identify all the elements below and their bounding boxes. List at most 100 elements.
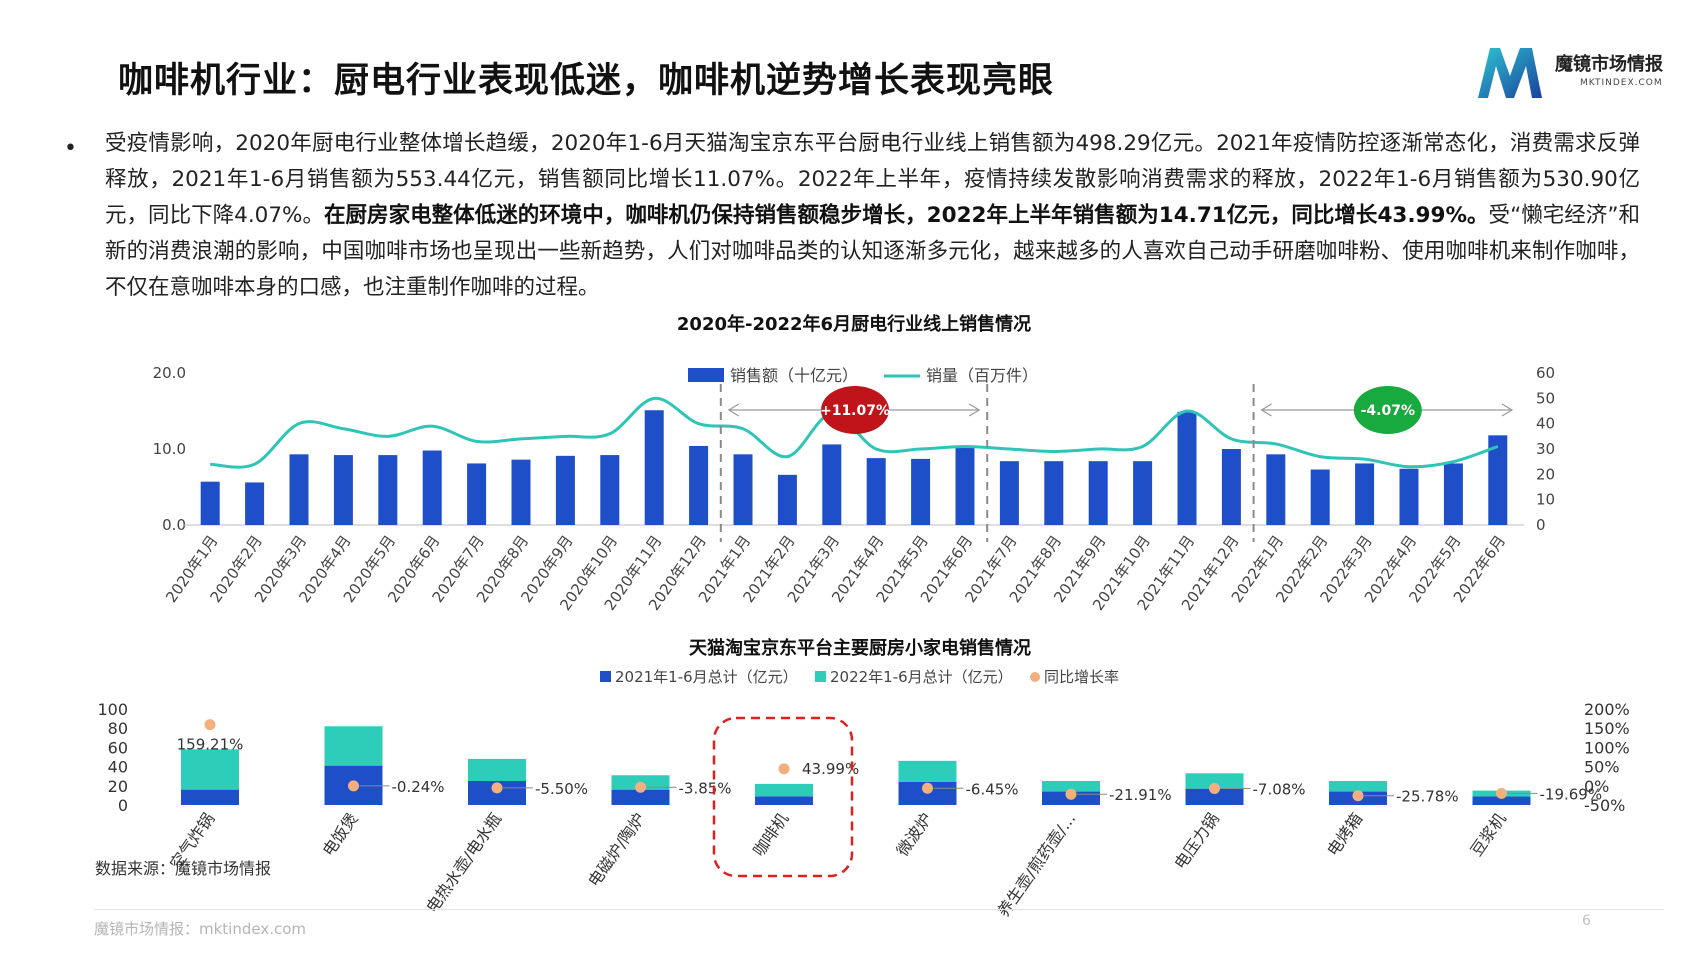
chart1-bar (245, 482, 265, 525)
chart2-growth-dot (1209, 783, 1220, 795)
chart1-title: 2020年-2022年6月厨电行业线上销售情况 (677, 313, 1031, 335)
chart2-growth-dot (922, 782, 933, 794)
chart1-bar (689, 445, 709, 525)
chart2-growth-label: 43.99% (802, 760, 859, 778)
chart2-xtick: 电饭煲 (319, 809, 362, 859)
chart2-bar-2021 (611, 789, 670, 805)
chart1-bar (1310, 469, 1330, 525)
chart2-growth-label: -7.08% (1253, 781, 1306, 799)
footer-divider (94, 909, 1664, 910)
chart2-bar-2022 (1185, 773, 1244, 789)
chart2-growth-dot (348, 780, 359, 792)
chart2-growth-label: -5.50% (535, 780, 588, 798)
page-number: 6 (1582, 913, 1591, 929)
chart2-legend-2022-swatch (815, 671, 826, 682)
chart2-legend-2021-swatch (600, 671, 611, 682)
chart2-ytick-left: 40 (108, 758, 128, 777)
chart2-xtick: 咖啡机 (749, 809, 792, 859)
chart2-xtick: 电热水壶/电水瓶 (422, 809, 505, 916)
brand-logo (1478, 48, 1542, 98)
chart2-ytick-right: 200% (1584, 700, 1630, 719)
chart2-growth-label: -19.69% (1540, 785, 1603, 803)
chart2-bar-2022 (1042, 781, 1100, 792)
chart1-bar (822, 444, 842, 525)
chart2-xtick: 养生壶/煎药壶/... (994, 809, 1080, 920)
chart1-bar (289, 454, 309, 525)
chart2-bar-2021 (1472, 796, 1531, 805)
chart1-bar (422, 450, 442, 525)
chart2-legend-2021-label: 2021年1-6月总计（亿元） (615, 668, 798, 686)
chart2-ytick-left: 20 (108, 777, 128, 796)
chart2-bar-2022 (181, 749, 239, 790)
chart1-legend-bar-label: 销售额（十亿元） (730, 366, 858, 385)
chart1-ytick-left: 0.0 (162, 516, 186, 534)
chart1-ytick-left: 10.0 (153, 440, 186, 458)
chart1-bar (1443, 463, 1463, 525)
chart1-growth-bubble (821, 386, 889, 434)
chart1-bar (999, 461, 1019, 525)
chart2-ytick-right: -50% (1584, 796, 1625, 815)
data-source-note: 数据来源：魔镜市场情报 (95, 859, 271, 878)
chart1-bar (1355, 463, 1375, 525)
chart2-xtick: 电磁炉/陶炉 (584, 809, 649, 890)
chart1-bar (911, 458, 931, 525)
chart2-title: 天猫淘宝京东平台主要厨房小家电销售情况 (689, 637, 1031, 659)
chart1-bar (333, 455, 353, 525)
footer-site: 魔镜市场情报：mktindex.com (94, 920, 307, 938)
chart2-bar-2022 (755, 783, 813, 797)
chart2-growth-label: -0.24% (392, 778, 445, 796)
chart1-growth-bubble (1353, 386, 1422, 434)
brand-name: 魔镜市场情报 (1555, 54, 1663, 75)
chart1-ytick-right: 0 (1536, 516, 1546, 534)
chart2-ytick-right: 50% (1584, 758, 1620, 777)
chart2-bar-2021 (755, 796, 813, 805)
chart1-bar (1044, 461, 1064, 525)
chart2-xtick: 豆浆机 (1467, 809, 1510, 859)
chart2-growth-label: -6.45% (966, 780, 1019, 798)
chart1-arrowhead (727, 403, 740, 417)
chart1-ytick-right: 60 (1536, 364, 1555, 382)
chart2-legend-growth-label: 同比增长率 (1044, 668, 1119, 686)
chart2-growth-label: -3.85% (679, 779, 732, 797)
chart1-ytick-right: 10 (1536, 491, 1555, 509)
chart2-ytick-left: 0 (118, 796, 128, 815)
chart2-xtick: 电烤箱 (1323, 809, 1366, 859)
chart2-ytick-left: 80 (108, 719, 128, 738)
chart2-growth-dot (1352, 790, 1364, 802)
chart1-arrowhead (1260, 403, 1272, 417)
chart1-bar (777, 474, 797, 525)
chart2-bar-2022 (1329, 781, 1387, 792)
chart1-ytick-right: 50 (1536, 389, 1555, 407)
chart1-bar (1221, 449, 1241, 525)
page-title: 咖啡机行业：厨电行业表现低迷，咖啡机逆势增长表现亮眼 (118, 61, 1055, 101)
chart1-ytick-right: 30 (1536, 440, 1555, 458)
chart2-bar-2022 (898, 760, 957, 782)
chart2-growth-dot (1496, 787, 1507, 799)
chart2-growth-dot (778, 763, 790, 775)
chart1-legend-line-label: 销量（百万件） (926, 366, 1038, 385)
intro-bold: 在厨房家电整体低迷的环境中，咖啡机仍保持销售额稳步增长，2022年上半年销售额为… (324, 203, 1489, 228)
chart1-growth-label: +11.07% (820, 403, 890, 419)
chart2-ytick-right: 150% (1584, 719, 1630, 738)
chart2-bar-2022 (468, 758, 526, 781)
chart2-growth-label: 159.21% (177, 736, 244, 754)
chart1-bar (467, 463, 487, 525)
chart2-growth-dot (491, 782, 503, 794)
chart2-xtick: 电压力锅 (1170, 809, 1222, 872)
bullet: • (64, 136, 77, 161)
chart2-ytick-right: 100% (1584, 738, 1630, 757)
chart2-bar-2021 (181, 789, 239, 805)
chart1-bar (1399, 468, 1419, 525)
chart2-xtick: 微波炉 (893, 809, 936, 859)
chart2-legend-2022-label: 2022年1-6月总计（亿元） (830, 668, 1013, 686)
chart2-highlight-box (712, 716, 854, 878)
chart1-bar (955, 446, 975, 525)
chart1-bar (200, 481, 220, 525)
chart2-bar-2022 (324, 726, 383, 766)
chart1-bar (644, 410, 664, 525)
chart1-ytick-right: 40 (1536, 415, 1555, 433)
chart2-growth-label: -25.78% (1396, 788, 1459, 806)
intro-text-2: 受“懒宅经济”和新的消费浪潮的影响，中国咖啡市场也呈现出一些新趋势，人们对咖啡品… (105, 203, 1640, 300)
